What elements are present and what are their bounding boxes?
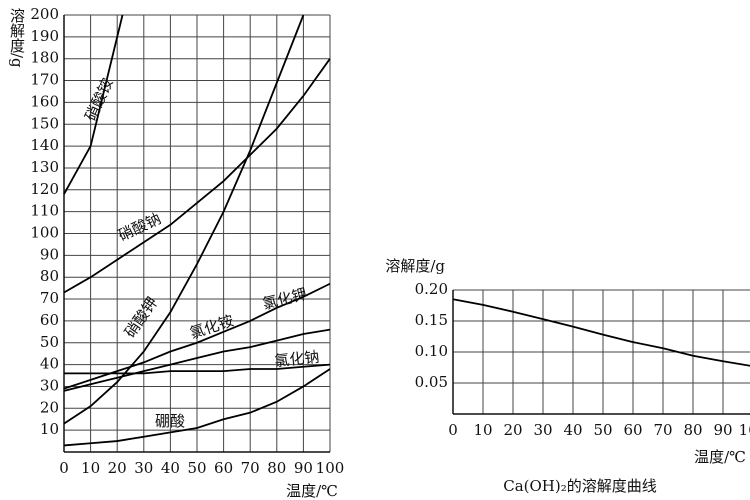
- x-tick-label: 100: [316, 459, 345, 477]
- x-axis-label: 温度/℃: [286, 482, 338, 500]
- x-tick-label: 10: [473, 421, 492, 439]
- y-tick-label: 80: [40, 267, 59, 285]
- x-tick-label: 90: [294, 459, 313, 477]
- x-tick-label: 50: [187, 459, 206, 477]
- x-tick-label: 30: [134, 459, 153, 477]
- y-tick-label: 40: [40, 355, 59, 373]
- y-tick-label: 110: [30, 202, 59, 220]
- y-tick-label: 0.05: [415, 373, 448, 391]
- curve-label: 氯化铵: [188, 312, 236, 343]
- x-tick-label: 80: [267, 459, 286, 477]
- y-tick-label: 90: [40, 245, 59, 263]
- y-tick-label: 70: [40, 289, 59, 307]
- y-tick-label: 200: [30, 5, 59, 23]
- x-tick-label: 100: [739, 421, 750, 439]
- curve-label: 氯化钾: [261, 285, 309, 313]
- y-tick-label: 140: [30, 136, 59, 154]
- x-tick-label: 70: [653, 421, 672, 439]
- caption: Ca(OH)₂的溶解度曲线: [503, 477, 657, 495]
- x-tick-label: 60: [623, 421, 642, 439]
- x-tick-label: 20: [108, 459, 127, 477]
- x-tick-label: 40: [161, 459, 180, 477]
- y-tick-label: 50: [40, 333, 59, 351]
- curve: [63, 14, 305, 425]
- curve-label: 氯化钠: [274, 348, 321, 371]
- x-tick-label: 10: [81, 459, 100, 477]
- x-tick-label: 80: [683, 421, 702, 439]
- y-tick-label: 30: [40, 376, 59, 394]
- x-tick-label: 40: [563, 421, 582, 439]
- x-tick-label: 90: [713, 421, 732, 439]
- curve: [63, 368, 331, 447]
- x-tick-label: 0: [448, 421, 458, 439]
- y-tick-label: 160: [30, 92, 59, 110]
- curve: [63, 14, 124, 195]
- y-tick-label: 190: [30, 27, 59, 45]
- y-tick-label: 60: [40, 311, 59, 329]
- y-tick-label: 170: [30, 71, 59, 89]
- x-tick-label: 30: [533, 421, 552, 439]
- y-tick-label: 120: [30, 180, 59, 198]
- curve: [63, 58, 331, 294]
- y-tick-label: 0.20: [415, 280, 448, 298]
- x-tick-label: 60: [214, 459, 233, 477]
- y-tick-label: 20: [40, 398, 59, 416]
- y-axis-label: 溶解度/g: [385, 257, 445, 275]
- x-tick-label: 70: [241, 459, 260, 477]
- x-tick-label: 20: [503, 421, 522, 439]
- curve-label: 硼酸: [155, 412, 185, 430]
- y-tick-label: 150: [30, 114, 59, 132]
- y-tick-label: 10: [40, 420, 59, 438]
- curve: [452, 298, 750, 367]
- y-tick-label: 0.15: [415, 311, 448, 329]
- y-tick-label: 180: [30, 49, 59, 67]
- curve-label: 硝酸铵: [81, 75, 116, 123]
- curve-label: 硝酸钠: [115, 209, 163, 244]
- curve: [64, 363, 331, 375]
- x-tick-label: 0: [59, 459, 69, 477]
- y-tick-label: 130: [30, 158, 59, 176]
- y-axis-label: 溶解度/g: [8, 8, 26, 68]
- y-tick-label: 0.10: [415, 342, 448, 360]
- x-tick-label: 50: [593, 421, 612, 439]
- curve: [63, 328, 331, 392]
- y-tick-label: 100: [30, 224, 59, 242]
- x-axis-label: 温度/℃: [694, 448, 746, 466]
